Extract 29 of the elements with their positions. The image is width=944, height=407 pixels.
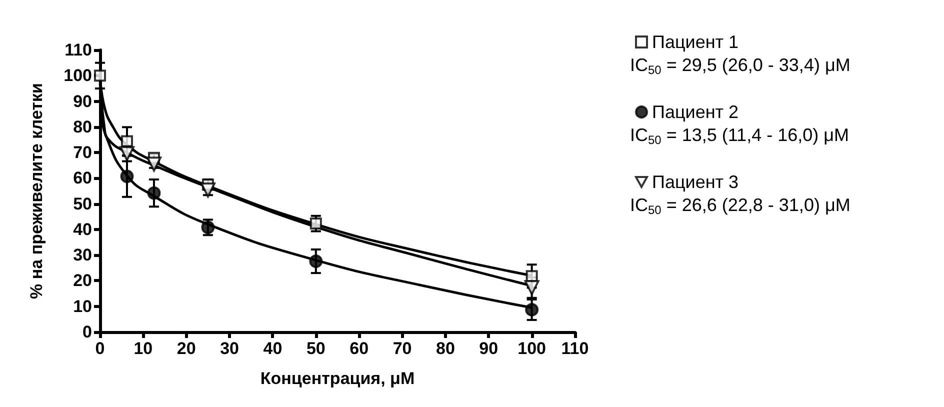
x-tick-label: 100 — [518, 339, 546, 358]
x-tick-label: 70 — [392, 339, 412, 358]
y-tick-label: 50 — [73, 194, 92, 214]
y-tick-label: 30 — [73, 246, 92, 265]
y-tick-label: 20 — [73, 271, 92, 290]
x-tick-label: 110 — [561, 339, 589, 358]
y-tick-label: 110 — [64, 40, 92, 60]
x-tick-label: 20 — [176, 339, 196, 358]
x-tick-label: 0 — [95, 339, 105, 358]
legend-label: Пациент 1 — [652, 32, 739, 52]
x-tick-label: 30 — [220, 339, 240, 358]
legend-label: Пациент 2 — [652, 102, 739, 122]
y-tick-label: 40 — [73, 220, 92, 239]
y-tick-label: 60 — [73, 168, 92, 188]
x-tick-label: 40 — [263, 339, 282, 358]
y-axis-title: % на преживелите клетки — [27, 83, 46, 299]
x-tick-label: 90 — [479, 339, 498, 358]
x-tick-label: 50 — [306, 339, 326, 358]
y-tick-label: 0 — [82, 322, 92, 342]
y-tick-label: 90 — [73, 92, 92, 111]
y-tick-label: 70 — [73, 143, 92, 162]
x-axis-title: Концентрация, μM — [260, 369, 415, 388]
y-tick-label: 80 — [73, 117, 92, 136]
x-tick-label: 60 — [350, 339, 369, 358]
y-tick-label: 100 — [64, 66, 92, 86]
y-tick-label: 10 — [73, 296, 92, 316]
x-tick-label: 80 — [436, 339, 455, 358]
x-tick-label: 10 — [134, 339, 153, 358]
legend-label: Пациент 3 — [652, 172, 739, 192]
